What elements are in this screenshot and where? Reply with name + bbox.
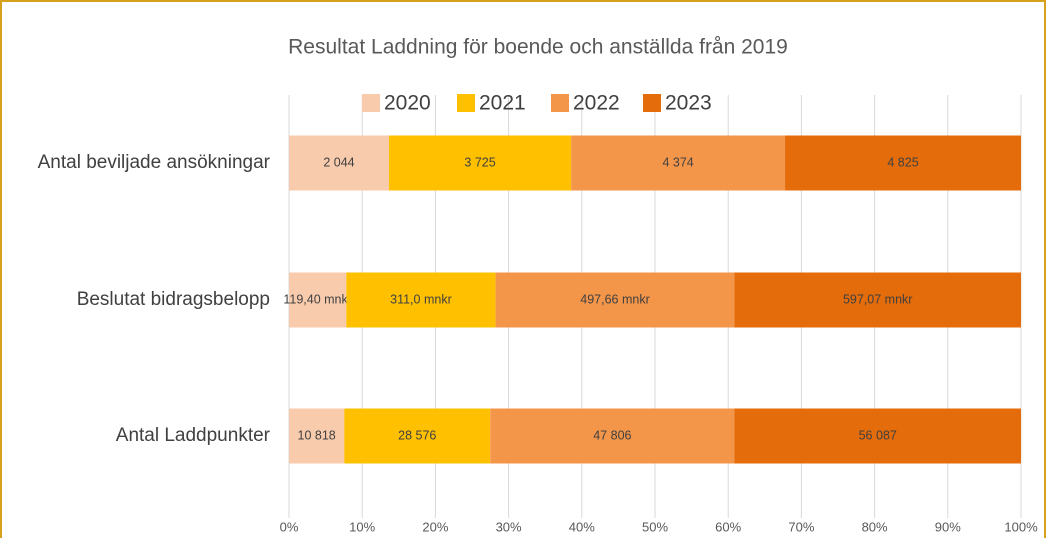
legend-label: 2022 bbox=[573, 92, 620, 115]
chart-title: Resultat Laddning för boende och anställ… bbox=[288, 36, 788, 59]
value-label: 119,40 mnkr bbox=[283, 292, 352, 306]
legend-swatch bbox=[551, 94, 569, 112]
x-tick-label: 60% bbox=[715, 519, 741, 534]
x-tick-label: 30% bbox=[496, 519, 522, 534]
y-tick-label: Beslutat bidragsbelopp bbox=[77, 289, 270, 310]
legend-swatch bbox=[643, 94, 661, 112]
value-label: 4 374 bbox=[662, 155, 693, 169]
y-tick-label: Antal beviljade ansökningar bbox=[38, 152, 271, 173]
x-tick-label: 80% bbox=[862, 519, 888, 534]
bar bbox=[289, 408, 345, 464]
legend-swatch bbox=[362, 94, 380, 112]
value-label: 28 576 bbox=[398, 428, 436, 442]
value-label: 311,0 mnkr bbox=[390, 292, 452, 306]
bar bbox=[495, 272, 735, 328]
value-label: 3 725 bbox=[464, 155, 495, 169]
bar bbox=[344, 408, 491, 464]
x-tick-label: 10% bbox=[349, 519, 375, 534]
bar bbox=[289, 272, 347, 328]
value-label: 10 818 bbox=[298, 428, 336, 442]
bar bbox=[289, 135, 389, 191]
legend-label: 2023 bbox=[665, 92, 712, 115]
value-label: 4 825 bbox=[887, 155, 918, 169]
x-tick-label: 20% bbox=[422, 519, 448, 534]
legend-swatch bbox=[457, 94, 475, 112]
legend-label: 2020 bbox=[384, 92, 431, 115]
bar bbox=[734, 272, 1021, 328]
value-label: 497,66 mnkr bbox=[580, 292, 649, 306]
bar bbox=[571, 135, 786, 191]
bar bbox=[734, 408, 1021, 464]
bar bbox=[388, 135, 572, 191]
x-tick-label: 50% bbox=[642, 519, 668, 534]
bar bbox=[785, 135, 1021, 191]
value-label: 47 806 bbox=[593, 428, 631, 442]
x-tick-label: 70% bbox=[788, 519, 814, 534]
x-tick-label: 40% bbox=[569, 519, 595, 534]
value-label: 597,07 mnkr bbox=[843, 292, 912, 306]
x-tick-label: 0% bbox=[280, 519, 299, 534]
x-tick-label: 100% bbox=[1004, 519, 1038, 534]
legend-label: 2021 bbox=[479, 92, 526, 115]
bar bbox=[490, 408, 735, 464]
y-tick-label: Antal Laddpunkter bbox=[116, 425, 271, 446]
value-label: 2 044 bbox=[323, 155, 354, 169]
value-label: 56 087 bbox=[859, 428, 897, 442]
bar bbox=[346, 272, 496, 328]
x-tick-label: 90% bbox=[935, 519, 961, 534]
